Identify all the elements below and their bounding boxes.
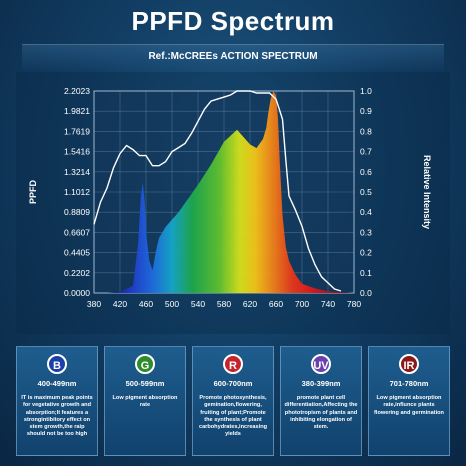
x-tick-label: 620	[243, 299, 257, 309]
x-tick-label: 580	[217, 299, 231, 309]
y2-tick-label: 0.9	[360, 106, 372, 116]
band-badge: R	[223, 354, 243, 374]
x-tick-label: 780	[347, 299, 361, 309]
y-axis-label: PPFD	[28, 180, 38, 205]
y2-axis-ticks: 0.0 0.1 0.2 0.3 0.4 0.5 0.6 0.7 0.8 0.9 1.0	[360, 86, 372, 298]
x-tick-label: 540	[191, 299, 205, 309]
band-cards: B 400-499nm IT is maximum peak points fo…	[16, 346, 452, 458]
band-card: UV 380-399nm promote plant cell differen…	[280, 346, 362, 456]
y-axis-ticks: 0.0000 0.2202 0.4405 0.6607 0.8809 1.1012 1.32…	[64, 86, 90, 298]
y2-tick-label: 0.2	[360, 248, 372, 258]
y-tick-label: 2.2023	[64, 86, 90, 96]
band-description: IT is maximum peak points for vegetative…	[21, 395, 93, 438]
band-description: Low pigment absorption rate	[112, 395, 178, 409]
x-tick-label: 660	[269, 299, 283, 309]
y-tick-label: 1.7619	[64, 126, 90, 136]
band-badge: B	[47, 354, 67, 374]
band-range: 600-700nm	[213, 379, 253, 388]
spectrum-chart: 380 420 460 500 540 580 620 660 700 740 780 0.0000…	[28, 86, 432, 309]
band-range: 400-499nm	[37, 379, 77, 388]
y2-tick-label: 0.8	[360, 126, 372, 136]
reference-bar	[22, 44, 444, 71]
y-tick-label: 1.3214	[64, 167, 90, 177]
y2-tick-label: 0.0	[360, 288, 372, 298]
band-badge: UV	[311, 354, 331, 374]
y-tick-label: 1.1012	[64, 187, 90, 197]
band-range: 500-599nm	[125, 379, 165, 388]
y2-tick-label: 0.4	[360, 207, 372, 217]
y2-tick-label: 0.5	[360, 187, 372, 197]
y-tick-label: 0.0000	[64, 288, 90, 298]
x-tick-label: 460	[139, 299, 153, 309]
y2-tick-label: 0.6	[360, 167, 372, 177]
page-title: PPFD Spectrum	[131, 6, 335, 36]
spectrum-area	[107, 91, 354, 293]
y2-tick-label: 0.1	[360, 268, 372, 278]
action-spectrum-line	[93, 90, 342, 292]
band-badge: G	[135, 354, 155, 374]
band-badge: IR	[399, 354, 419, 374]
band-range: 380-399nm	[301, 379, 341, 388]
band-description: Promote photosynthesis, gemination,flowe…	[198, 395, 268, 438]
band-range: 701-780nm	[389, 379, 429, 388]
x-tick-label: 380	[87, 299, 101, 309]
y-tick-label: 0.8809	[64, 207, 90, 217]
chart-panel: 380 420 460 500 540 580 620 660 700 740 780 0.0000…	[16, 72, 450, 334]
reference-text: Ref.:McCREEs ACTION SPECTRUM	[148, 51, 318, 62]
x-tick-label: 740	[321, 299, 335, 309]
y-tick-label: 1.5416	[64, 147, 90, 157]
band-card: B 400-499nm IT is maximum peak points fo…	[16, 346, 98, 456]
band-card: G 500-599nm Low pigment absorption rate	[104, 346, 186, 456]
y-tick-label: 0.2202	[64, 268, 90, 278]
band-card: IR 701-780nm Low pigment absorption rate…	[368, 346, 450, 456]
band-description: Low pigment absorption rate,influnce pla…	[374, 395, 444, 416]
band-card: R 600-700nm Promote photosynthesis, gemi…	[192, 346, 274, 456]
x-tick-label: 420	[113, 299, 127, 309]
y2-axis-label: Relative Intensity	[422, 155, 432, 229]
x-tick-label: 700	[295, 299, 309, 309]
x-tick-label: 500	[165, 299, 179, 309]
y-tick-label: 0.4405	[64, 248, 90, 258]
y2-tick-label: 1.0	[360, 86, 372, 96]
y-tick-label: 1.9821	[64, 106, 90, 116]
y-tick-label: 0.6607	[64, 227, 90, 237]
x-axis-ticks: 380 420 460 500 540 580 620 660 700 740 780	[87, 299, 361, 309]
y2-tick-label: 0.7	[360, 147, 372, 157]
band-description: promote plant cell differentiation,Affec…	[284, 395, 358, 431]
y2-tick-label: 0.3	[360, 227, 372, 237]
